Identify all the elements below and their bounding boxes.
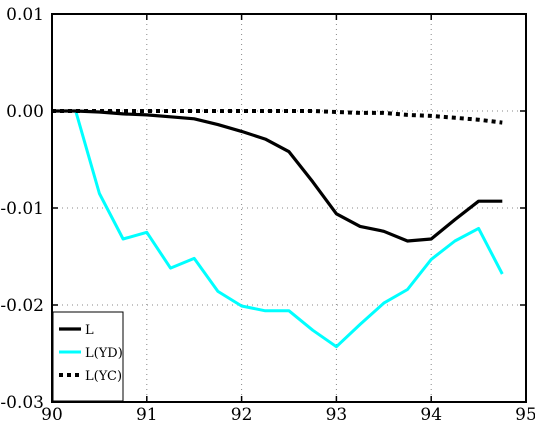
x-tick-label: 92	[231, 405, 253, 425]
x-tick-label: 93	[326, 405, 348, 425]
series-line-l	[52, 109, 503, 243]
axis-ticks	[51, 13, 527, 403]
legend-label: L	[85, 323, 94, 338]
axis-tick-labels: 90 91 92 93 94 95 0.01 0.00 -0.01 -0.02 -0.03	[0, 5, 535, 425]
x-tick-label: 90	[41, 405, 63, 425]
series-line-l-yd	[52, 109, 504, 349]
y-tick-label: -0.03	[0, 393, 44, 413]
legend-box	[52, 311, 124, 402]
y-tick-label: 0.01	[6, 5, 44, 25]
x-tick-label: 95	[515, 405, 535, 425]
x-tick-label: 91	[136, 405, 158, 425]
y-tick-label: -0.02	[0, 296, 44, 316]
gridlines	[52, 14, 526, 402]
y-tick-label: 0.00	[6, 102, 44, 122]
legend: L L(YD) L(YC)	[52, 311, 124, 402]
series-line-l-yc	[52, 109, 503, 125]
legend-label: L(YD)	[85, 346, 123, 361]
plot-lines	[52, 109, 504, 349]
y-tick-label: -0.01	[0, 199, 44, 219]
x-tick-label: 94	[420, 405, 442, 425]
legend-label: L(YC)	[85, 369, 122, 384]
